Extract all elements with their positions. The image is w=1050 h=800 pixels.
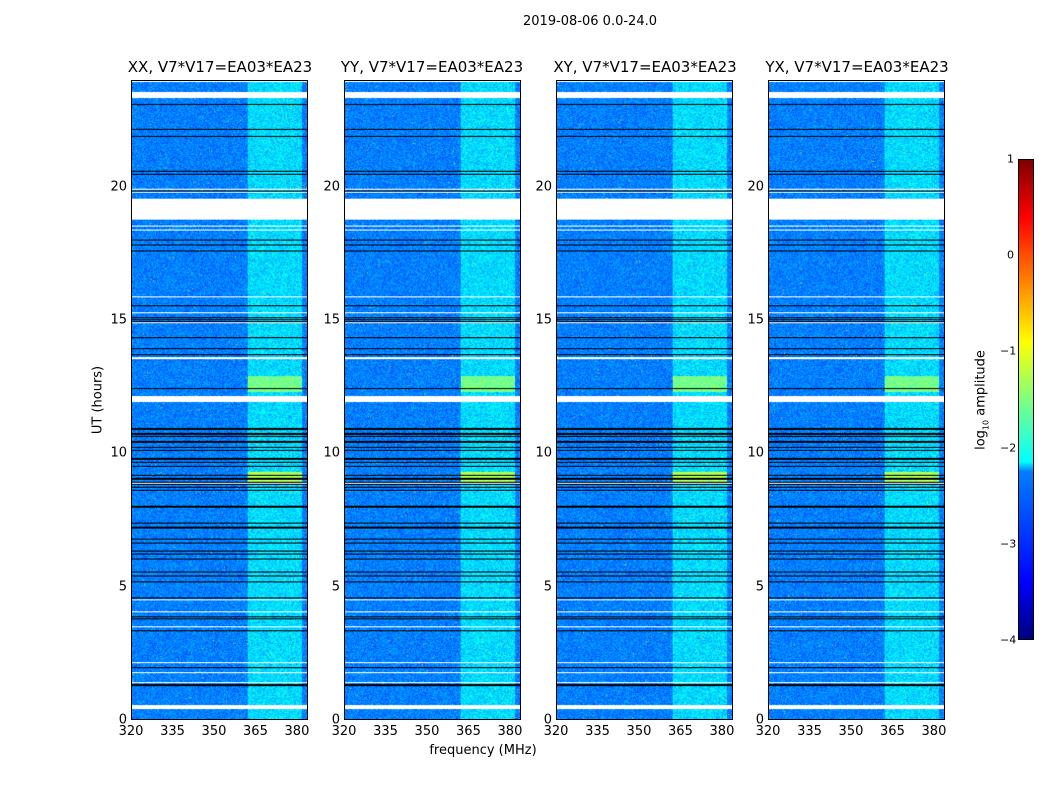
y-tick-label: 5 xyxy=(755,579,764,595)
y-tick-label: 10 xyxy=(747,445,764,461)
colorbar-tick-label: 0 xyxy=(1007,248,1014,262)
x-tick-label: 350 xyxy=(201,724,227,739)
panel-title-yx: YX, V7*V17=EA03*EA23 xyxy=(765,58,949,76)
y-tick-label: 5 xyxy=(543,579,552,595)
colorbar-label-suffix: amplitude xyxy=(973,350,989,420)
x-tick-label: 335 xyxy=(373,724,398,739)
x-tick-label: 350 xyxy=(838,724,864,739)
panel-title-xy: XY, V7*V17=EA03*EA23 xyxy=(553,58,737,76)
figure-title: 2019-08-06 0.0-24.0 xyxy=(523,14,657,29)
y-tick-label: 10 xyxy=(323,445,340,461)
x-tick-label: 365 xyxy=(668,724,693,739)
colorbar-label-sub: 10 xyxy=(981,419,991,431)
x-tick-label: 350 xyxy=(626,724,652,739)
y-tick-label: 15 xyxy=(323,312,340,328)
x-tick-label: 320 xyxy=(543,724,569,739)
y-tick-label: 20 xyxy=(110,179,127,195)
panel-title-xx: XX, V7*V17=EA03*EA23 xyxy=(127,58,313,76)
colorbar-tick-label: −3 xyxy=(1000,537,1017,551)
heatmap-xx xyxy=(131,80,308,720)
x-tick-label: 365 xyxy=(880,724,905,739)
heatmap-yx xyxy=(768,80,945,720)
x-tick-label: 335 xyxy=(797,724,822,739)
y-tick-label: 0 xyxy=(543,712,552,728)
colorbar-tick-label: −4 xyxy=(1000,633,1017,647)
x-tick-label: 350 xyxy=(414,724,440,739)
heatmap-xy xyxy=(556,80,733,720)
colorbar-tick-label: −2 xyxy=(1000,441,1017,455)
y-tick-label: 0 xyxy=(755,712,764,728)
x-axis-label: frequency (MHz) xyxy=(429,743,537,758)
y-tick-label: 10 xyxy=(110,445,127,461)
x-tick-label: 320 xyxy=(331,724,357,739)
y-tick-label: 15 xyxy=(535,312,552,328)
panel-title-yy: YY, V7*V17=EA03*EA23 xyxy=(340,58,524,76)
x-tick-label: 380 xyxy=(284,724,310,739)
x-tick-label: 320 xyxy=(755,724,781,739)
colorbar-tick-label: 1 xyxy=(1007,152,1014,166)
colorbar-label: log10 amplitude xyxy=(974,350,991,450)
x-tick-label: 335 xyxy=(585,724,610,739)
y-tick-label: 20 xyxy=(323,179,340,195)
y-tick-label: 0 xyxy=(331,712,340,728)
colorbar-tick-label: −1 xyxy=(1000,344,1017,358)
y-tick-label: 0 xyxy=(118,712,127,728)
y-tick-label: 15 xyxy=(110,312,127,328)
x-tick-label: 380 xyxy=(497,724,523,739)
colorbar-label-prefix: log xyxy=(973,430,989,450)
heatmap-yy xyxy=(344,80,521,720)
y-tick-label: 20 xyxy=(747,179,764,195)
y-tick-label: 10 xyxy=(535,445,552,461)
y-tick-label: 20 xyxy=(535,179,552,195)
colorbar xyxy=(1018,159,1034,640)
x-tick-label: 380 xyxy=(921,724,947,739)
x-tick-label: 320 xyxy=(118,724,144,739)
y-tick-label: 5 xyxy=(118,579,127,595)
x-tick-label: 365 xyxy=(456,724,481,739)
x-tick-label: 380 xyxy=(709,724,735,739)
x-tick-label: 365 xyxy=(243,724,268,739)
y-tick-label: 5 xyxy=(331,579,340,595)
x-tick-label: 335 xyxy=(160,724,185,739)
y-axis-label: UT (hours) xyxy=(90,365,106,435)
y-tick-label: 15 xyxy=(747,312,764,328)
